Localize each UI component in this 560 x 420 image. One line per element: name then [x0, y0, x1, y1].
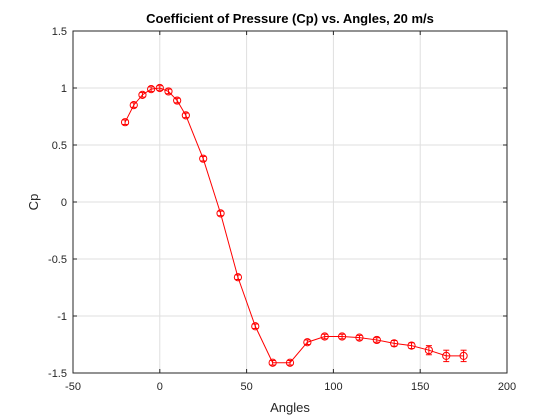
circle-marker — [251, 322, 260, 331]
circle-marker — [337, 332, 347, 341]
data-point — [233, 273, 243, 282]
data-point — [303, 338, 312, 347]
x-tick-label: 200 — [498, 381, 516, 393]
circle-marker — [303, 338, 312, 347]
x-tick-label: 150 — [411, 381, 429, 393]
circle-marker — [459, 351, 468, 360]
circle-marker — [129, 101, 138, 110]
y-tick-label: -1 — [57, 311, 67, 323]
y-axis-label: Cp — [26, 194, 41, 211]
circle-marker — [268, 358, 277, 367]
data-point — [173, 96, 182, 105]
circle-marker — [407, 341, 416, 350]
y-tick-label: -0.5 — [48, 254, 67, 266]
circle-marker — [372, 335, 381, 345]
data-point — [355, 333, 364, 342]
data-point — [407, 341, 416, 350]
y-tick-label: 1.5 — [52, 26, 67, 38]
data-point — [147, 85, 156, 94]
data-point — [442, 349, 451, 363]
x-axis-label: Angles — [270, 400, 310, 415]
x-tick-label: 0 — [157, 381, 163, 393]
circle-marker — [216, 209, 225, 218]
data-point — [164, 87, 173, 96]
data-point — [120, 118, 130, 127]
circle-marker — [424, 346, 433, 355]
ticks: -50 0 50 100 150 200 -1.5 -1 -0.5 0 0.5 1 1.5 — [48, 26, 516, 393]
circle-marker — [181, 111, 190, 120]
data-point — [320, 332, 329, 341]
data-point — [337, 332, 347, 341]
y-tick-label: -1.5 — [48, 368, 67, 380]
y-tick-label: 1 — [61, 83, 67, 95]
circle-marker — [138, 90, 147, 99]
circle-marker — [233, 273, 243, 282]
data-point — [216, 209, 225, 218]
data-point — [138, 90, 147, 99]
data-point — [390, 339, 399, 348]
circle-marker — [173, 96, 182, 105]
data-point — [155, 83, 164, 93]
data-point — [268, 358, 277, 367]
x-tick-label: -50 — [65, 381, 81, 393]
data-point — [372, 335, 381, 345]
y-tick-label: 0.5 — [52, 140, 67, 152]
circle-marker — [164, 87, 173, 96]
series-line — [124, 87, 464, 364]
data-point — [181, 111, 190, 120]
data-point — [129, 101, 138, 110]
data-point — [199, 154, 208, 163]
circle-marker — [390, 339, 399, 348]
circle-marker — [155, 83, 164, 93]
circle-marker — [285, 358, 295, 367]
circle-marker — [199, 154, 208, 163]
data-point — [251, 322, 260, 331]
x-tick-label: 100 — [324, 381, 342, 393]
series-layer — [120, 83, 468, 367]
y-tick-label: 0 — [61, 197, 67, 209]
data-point — [424, 345, 433, 356]
circle-marker — [355, 333, 364, 342]
circle-marker — [147, 85, 156, 94]
circle-marker — [442, 351, 451, 360]
data-point — [285, 358, 295, 367]
chart-title: Coefficient of Pressure (Cp) vs. Angles,… — [146, 11, 434, 26]
data-point — [459, 349, 468, 363]
x-tick-label: 50 — [240, 381, 252, 393]
circle-marker — [120, 118, 130, 127]
grid — [72, 30, 508, 374]
circle-marker — [320, 332, 329, 341]
